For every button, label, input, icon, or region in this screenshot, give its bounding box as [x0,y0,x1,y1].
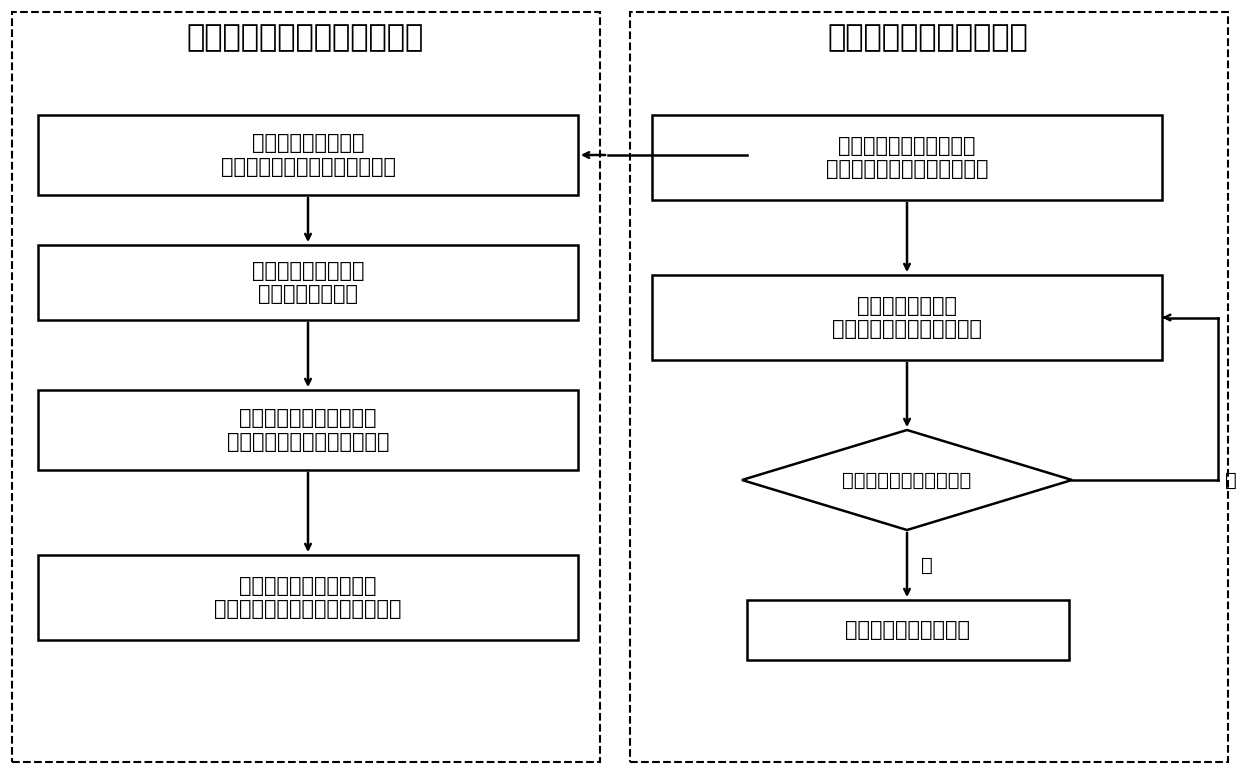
Bar [38,115,578,195]
Text: 确定热点温度预测模型: 确定热点温度预测模型 [846,620,971,640]
Text: 利用变电所监测的数据，
实现变压器群平均寿命损失的监测: 利用变电所监测的数据， 实现变压器群平均寿命损失的监测 [215,576,402,619]
Bar [652,115,1162,200]
Text: 是: 是 [921,556,932,574]
Text: 采用遗传编程算法
建立显式热点温度预测模型: 采用遗传编程算法 建立显式热点温度预测模型 [832,296,982,339]
Text: 否: 否 [1225,470,1236,490]
Bar [652,275,1162,360]
Text: 获取变压器实测的热点温
度、环境温度、负载电流数据: 获取变压器实测的热点温 度、环境温度、负载电流数据 [826,136,988,179]
Text: 验证模型精度是否达标？: 验证模型精度是否达标？ [842,470,972,490]
Bar [38,390,578,470]
Text: 变压器群平均寿命损失的监测: 变压器群平均寿命损失的监测 [186,23,424,53]
Text: 结合变压器实测数据
及热点温度模型，预测热点温度: 结合变压器实测数据 及热点温度模型，预测热点温度 [221,133,396,177]
Bar [38,245,578,320]
Text: 根据相对率模型计算
变压器相对老化率: 根据相对率模型计算 变压器相对老化率 [252,261,365,304]
Bar [746,600,1069,660]
Bar [38,555,578,640]
Polygon shape [742,430,1073,530]
Text: 由相对老化率和寿命损失
模型计算变压器平均寿命损失: 由相对老化率和寿命损失 模型计算变压器平均寿命损失 [227,408,389,452]
Bar [12,12,600,762]
Text: 热点温度预测模型的建立: 热点温度预测模型的建立 [827,23,1028,53]
Bar [630,12,1228,762]
